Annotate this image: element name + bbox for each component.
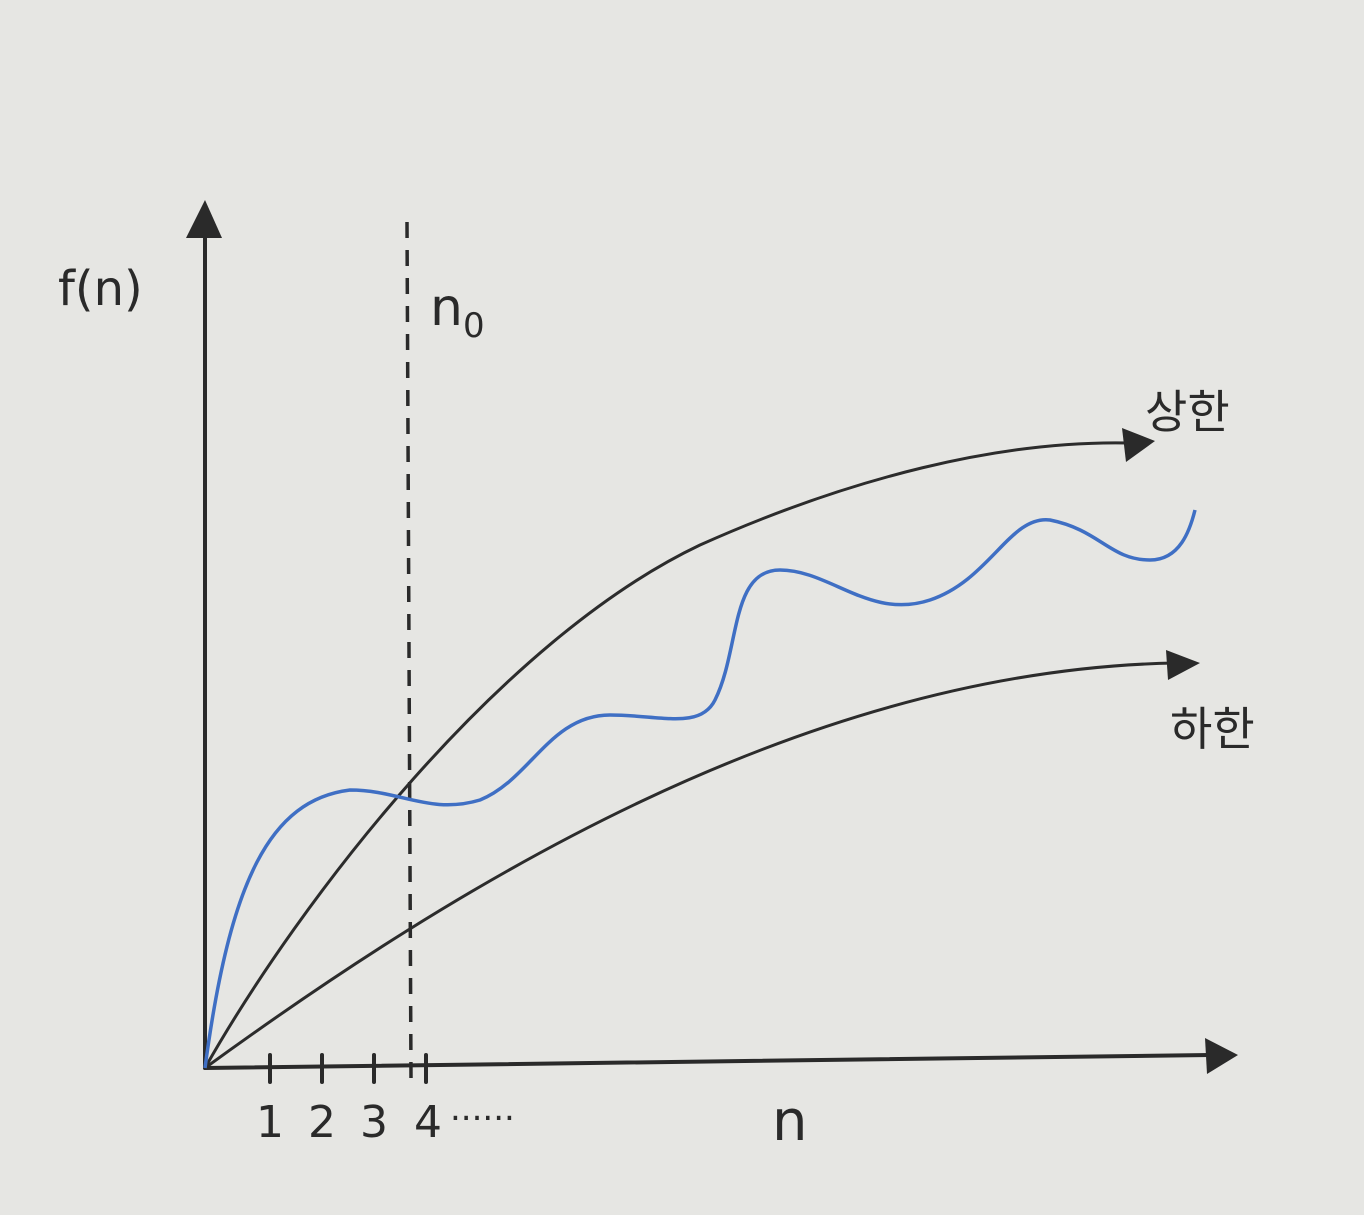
x-axis-arrow	[1205, 1038, 1238, 1074]
lower-arrow	[1166, 650, 1200, 680]
x-tick-label: 1	[256, 1097, 284, 1148]
x-tick-label: 3	[360, 1097, 388, 1148]
threshold-label: n0	[430, 278, 485, 346]
upper-bound-curve	[203, 441, 1131, 1069]
x-tick-label: 2	[308, 1097, 336, 1148]
threshold-line	[405, 221, 413, 1079]
upper-arrow	[1122, 428, 1155, 462]
lower-bound-curve	[204, 661, 1176, 1070]
x-ellipsis: ......	[450, 1089, 515, 1129]
function-curve	[203, 509, 1197, 1069]
threshold-base: n	[430, 278, 463, 338]
x-axis-label: n	[772, 1089, 808, 1154]
y-axis-label: f(n)	[58, 261, 143, 317]
lower-label: 하한	[1170, 702, 1255, 756]
y-axis-arrow	[186, 200, 222, 238]
x-tick-label: 4	[414, 1097, 442, 1148]
upper-label: 상한	[1145, 385, 1230, 439]
threshold-subscript: 0	[463, 306, 485, 346]
